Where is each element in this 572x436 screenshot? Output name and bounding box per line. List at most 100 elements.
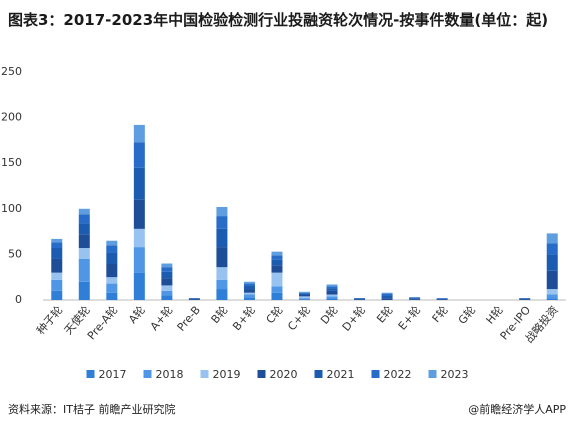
bar-segment bbox=[271, 292, 283, 300]
bar-segment bbox=[106, 277, 118, 284]
x-tick-label: B轮 bbox=[208, 303, 231, 326]
bar-segment bbox=[299, 296, 310, 299]
bar-segment bbox=[243, 294, 255, 298]
bar-segment bbox=[436, 298, 448, 300]
bar-segment bbox=[326, 298, 338, 300]
legend-label: 2018 bbox=[156, 368, 184, 381]
legend-swatch bbox=[143, 370, 152, 378]
legend-label: 2019 bbox=[213, 368, 241, 381]
bar-segment bbox=[299, 293, 310, 295]
bar-segment bbox=[51, 290, 63, 300]
bar-segment bbox=[216, 267, 228, 280]
chart-title: 图表3：2017-2023年中国检验检测行业投融资轮次情况-按事件数量(单位：起… bbox=[8, 11, 548, 29]
y-tick-label: 200 bbox=[1, 111, 22, 124]
bar-segment bbox=[546, 254, 558, 271]
bar-segment bbox=[243, 289, 255, 293]
bar-segment bbox=[106, 240, 118, 246]
bar-segment bbox=[326, 290, 338, 295]
y-tick-label: 100 bbox=[1, 202, 22, 215]
bar-segment bbox=[271, 255, 283, 260]
bar-segment bbox=[78, 208, 90, 215]
bar-segment bbox=[106, 252, 118, 264]
bar-segment bbox=[188, 298, 200, 300]
bar-segment bbox=[299, 294, 310, 297]
x-tick-label: B+轮 bbox=[229, 303, 258, 333]
bar-segment bbox=[326, 288, 338, 291]
bar-segment bbox=[161, 271, 173, 279]
bar-segment bbox=[381, 292, 393, 294]
x-tick-label: C+轮 bbox=[284, 303, 313, 333]
source: 资料来源：IT桔子 前瞻产业研究院 bbox=[8, 402, 175, 416]
bar-segment bbox=[106, 283, 118, 293]
bar-segment bbox=[51, 242, 63, 249]
bar-segment bbox=[271, 251, 283, 256]
bar-segment bbox=[133, 167, 145, 200]
legend-swatch bbox=[257, 370, 266, 378]
x-tick-label: H轮 bbox=[483, 303, 506, 327]
bar-segment bbox=[409, 297, 421, 299]
bar-segment bbox=[243, 283, 255, 286]
bar-segment bbox=[326, 284, 338, 287]
bar-segment bbox=[78, 234, 90, 249]
bar-segment bbox=[546, 294, 558, 299]
bar-segment bbox=[409, 299, 421, 300]
y-tick-label: 0 bbox=[15, 293, 22, 306]
bar-segment bbox=[271, 259, 283, 266]
bar-segment bbox=[271, 286, 283, 293]
bar-segment bbox=[106, 292, 118, 300]
bar-segment bbox=[243, 281, 255, 284]
bar-segment bbox=[216, 289, 228, 300]
bar-segment bbox=[161, 290, 173, 296]
bar-segment bbox=[133, 124, 145, 143]
bar-segment bbox=[243, 297, 255, 300]
bar-segment bbox=[381, 295, 393, 299]
legend-swatch bbox=[200, 370, 209, 378]
x-tick-label: Pre-A轮 bbox=[84, 303, 120, 342]
bar-segment bbox=[354, 298, 366, 300]
bar-segment bbox=[546, 233, 558, 244]
bar-segment bbox=[78, 223, 90, 235]
bar-segment bbox=[519, 298, 531, 300]
bar-segment bbox=[51, 238, 63, 243]
legend-label: 2022 bbox=[384, 368, 412, 381]
bar-segment bbox=[51, 258, 63, 273]
bar-segment bbox=[381, 298, 393, 300]
bar-segment bbox=[216, 279, 228, 290]
bar-segment bbox=[299, 291, 310, 293]
bar-segment bbox=[409, 298, 421, 300]
legend-swatch bbox=[371, 370, 380, 378]
bar-segment bbox=[216, 228, 228, 248]
legend-swatch bbox=[86, 370, 95, 378]
bar-segment bbox=[271, 272, 283, 287]
x-tick-label: E轮 bbox=[373, 303, 395, 326]
bar-segment bbox=[216, 247, 228, 268]
bar-segment bbox=[78, 258, 90, 282]
x-tick-label: 种子轮 bbox=[33, 303, 65, 337]
legend-label: 2020 bbox=[270, 368, 298, 381]
bar-segment bbox=[133, 247, 145, 273]
bar-segment bbox=[133, 228, 145, 248]
bar-segment bbox=[161, 295, 173, 300]
bar-segment bbox=[161, 263, 173, 268]
bar-segment bbox=[546, 289, 558, 295]
bar-segment bbox=[299, 298, 310, 300]
x-tick-label: A轮 bbox=[125, 303, 148, 326]
legend-label: 2021 bbox=[327, 368, 355, 381]
bar-segment bbox=[133, 142, 145, 168]
bar-segment bbox=[381, 293, 393, 296]
x-tick-label: A+轮 bbox=[147, 303, 176, 333]
x-tick-label: D+轮 bbox=[339, 303, 368, 334]
x-tick-label: F轮 bbox=[429, 303, 451, 325]
bar-segment bbox=[546, 298, 558, 300]
bar-segment bbox=[436, 299, 448, 300]
bar-segment bbox=[161, 278, 173, 286]
bar-segment bbox=[326, 296, 338, 299]
bar-segment bbox=[51, 248, 63, 259]
bar-segment bbox=[546, 270, 558, 290]
bar-segment bbox=[243, 285, 255, 290]
bar-segment bbox=[78, 281, 90, 300]
bar-segment bbox=[161, 267, 173, 272]
bar-segment bbox=[519, 299, 531, 300]
y-tick-label: 250 bbox=[1, 65, 22, 78]
bar-segment bbox=[161, 285, 173, 291]
